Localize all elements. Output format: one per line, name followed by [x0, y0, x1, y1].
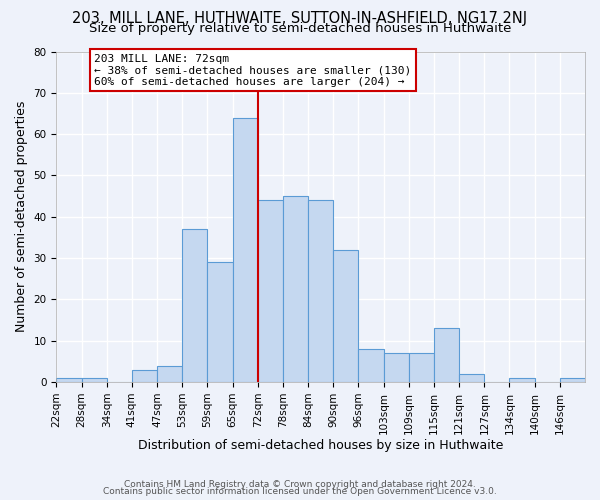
Bar	[333, 250, 358, 382]
Text: Contains public sector information licensed under the Open Government Licence v3: Contains public sector information licen…	[103, 487, 497, 496]
Bar	[182, 229, 208, 382]
Bar	[82, 378, 107, 382]
Bar	[434, 328, 459, 382]
Bar	[283, 196, 308, 382]
Bar	[208, 262, 233, 382]
Bar	[560, 378, 585, 382]
Bar	[409, 353, 434, 382]
Bar	[56, 378, 82, 382]
Y-axis label: Number of semi-detached properties: Number of semi-detached properties	[15, 101, 28, 332]
Text: 203, MILL LANE, HUTHWAITE, SUTTON-IN-ASHFIELD, NG17 2NJ: 203, MILL LANE, HUTHWAITE, SUTTON-IN-ASH…	[73, 11, 527, 26]
Bar	[157, 366, 182, 382]
Text: Size of property relative to semi-detached houses in Huthwaite: Size of property relative to semi-detach…	[89, 22, 511, 35]
Bar	[383, 353, 409, 382]
X-axis label: Distribution of semi-detached houses by size in Huthwaite: Distribution of semi-detached houses by …	[138, 440, 503, 452]
Bar	[509, 378, 535, 382]
Text: 203 MILL LANE: 72sqm
← 38% of semi-detached houses are smaller (130)
60% of semi: 203 MILL LANE: 72sqm ← 38% of semi-detac…	[94, 54, 412, 87]
Bar	[358, 349, 383, 382]
Text: Contains HM Land Registry data © Crown copyright and database right 2024.: Contains HM Land Registry data © Crown c…	[124, 480, 476, 489]
Bar	[233, 118, 258, 382]
Bar	[132, 370, 157, 382]
Bar	[459, 374, 484, 382]
Bar	[258, 200, 283, 382]
Bar	[308, 200, 333, 382]
